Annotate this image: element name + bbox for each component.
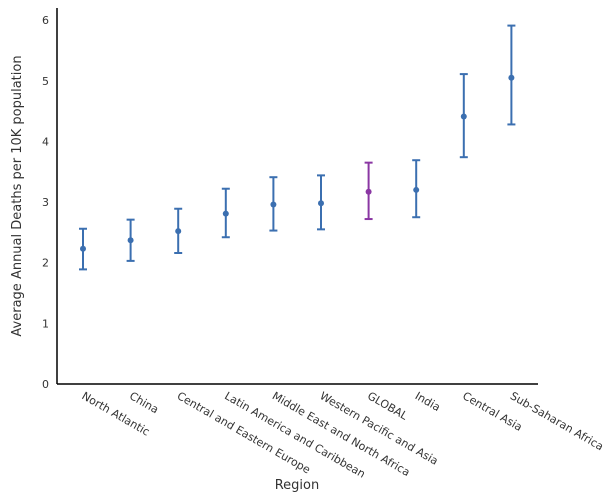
error-bar — [174, 207, 183, 255]
data-point — [318, 200, 324, 207]
data-point — [127, 237, 134, 244]
data-point — [365, 188, 372, 195]
x-tick-label: India — [413, 389, 443, 414]
data-point — [508, 74, 515, 81]
data-point — [80, 245, 86, 252]
x-tick-label: China — [127, 389, 161, 416]
y-tick-label: 3 — [42, 196, 49, 209]
x-axis-title: Region — [275, 478, 320, 493]
chart-marks — [79, 24, 516, 271]
data-point — [413, 186, 420, 193]
y-tick-label: 6 — [42, 14, 49, 27]
error-bar — [507, 24, 516, 126]
y-tick-label: 2 — [42, 257, 49, 270]
y-tick-label: 5 — [42, 75, 49, 88]
y-tick-labels: 0 1 2 3 4 5 6 — [42, 14, 49, 391]
error-bar — [79, 227, 87, 271]
y-tick-label: 1 — [42, 317, 49, 330]
error-bar — [412, 159, 421, 219]
error-bar — [126, 218, 135, 262]
data-point — [175, 228, 182, 235]
error-bar — [317, 174, 325, 231]
y-tick-label: 4 — [42, 135, 49, 148]
error-bar — [221, 187, 230, 239]
error-bar — [459, 73, 468, 159]
data-point — [222, 210, 229, 217]
data-point — [460, 113, 467, 120]
y-axis-title: Average Annual Deaths per 10K population — [10, 55, 25, 336]
data-point — [270, 201, 277, 208]
error-bar — [269, 176, 278, 232]
error-bar — [364, 161, 373, 221]
y-tick-label: 0 — [42, 378, 49, 391]
